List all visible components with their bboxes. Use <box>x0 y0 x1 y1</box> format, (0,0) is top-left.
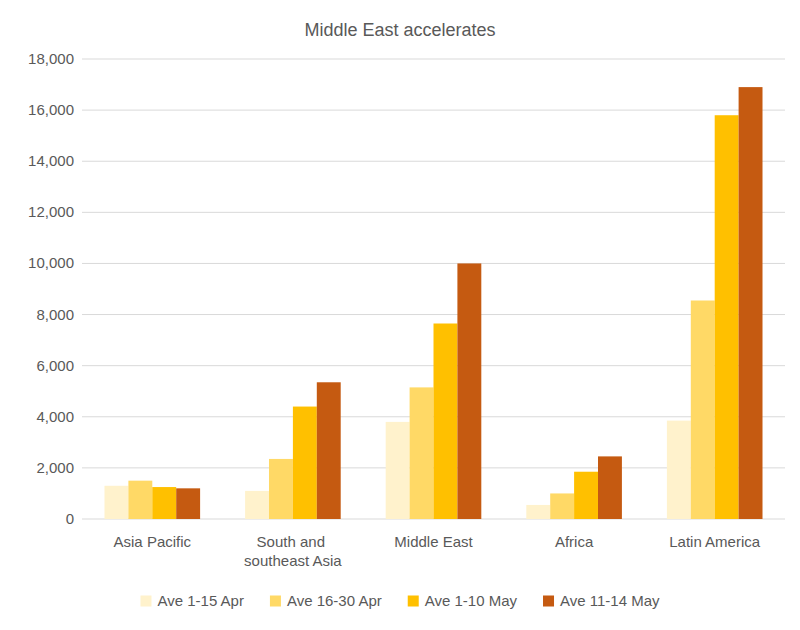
bar <box>317 382 341 519</box>
bar <box>293 407 317 519</box>
legend-item: Ave 11-14 May <box>543 592 660 609</box>
legend-label: Ave 1-15 Apr <box>157 592 243 609</box>
legend-label: Ave 1-10 May <box>425 592 518 609</box>
grid-line <box>82 314 785 315</box>
bar <box>386 422 410 519</box>
bar <box>526 505 550 519</box>
bar <box>739 87 763 519</box>
legend-label: Ave 16-30 Apr <box>287 592 382 609</box>
bar <box>128 481 152 519</box>
legend-item: Ave 1-10 May <box>408 592 518 609</box>
x-tick-label-line: southeast Asia <box>244 552 342 569</box>
grid-line <box>82 212 785 213</box>
chart: Middle East accelerates 0 2,000 4,000 6,000 8… <box>0 0 800 630</box>
bar <box>715 115 739 519</box>
grid <box>82 59 785 519</box>
bar <box>667 421 691 519</box>
bar <box>691 301 715 520</box>
y-tick-label: 18,000 <box>28 50 74 67</box>
x-tick-label: Asia Pacific <box>114 533 192 550</box>
bar <box>245 491 269 519</box>
bar <box>104 486 128 519</box>
bar <box>269 459 293 519</box>
bars <box>104 87 762 519</box>
legend-swatch <box>270 596 281 607</box>
grid-line <box>82 110 785 111</box>
title: Middle East accelerates <box>304 20 495 40</box>
y-tick-labels: 0 2,000 4,000 6,000 8,000 10,000 12,000 14,000 1… <box>28 50 74 527</box>
bar <box>152 487 176 519</box>
legend-swatch <box>140 596 151 607</box>
legend-item: Ave 16-30 Apr <box>270 592 382 609</box>
y-tick-label: 16,000 <box>28 101 74 118</box>
background <box>0 0 800 630</box>
bar <box>434 324 458 520</box>
y-tick-label: 0 <box>66 510 74 527</box>
bar <box>598 456 622 519</box>
bar <box>574 472 598 519</box>
bar <box>550 493 574 519</box>
legend-label: Ave 11-14 May <box>560 592 660 609</box>
legend: Ave 1-15 Apr Ave 16-30 Apr Ave 1-10 May Ave… <box>140 592 660 609</box>
bar <box>410 387 434 519</box>
y-tick-label: 10,000 <box>28 254 74 271</box>
bar <box>176 488 200 519</box>
grid-line <box>82 263 785 264</box>
y-tick-label: 6,000 <box>36 357 74 374</box>
x-tick-label: Africa <box>555 533 594 550</box>
x-tick-label: Middle East <box>394 533 473 550</box>
grid-line <box>82 59 785 60</box>
grid-line <box>82 161 785 162</box>
legend-swatch <box>408 596 419 607</box>
legend-item: Ave 1-15 Apr <box>140 592 243 609</box>
y-tick-label: 4,000 <box>36 408 74 425</box>
legend-swatch <box>543 596 554 607</box>
y-tick-label: 2,000 <box>36 459 74 476</box>
bar <box>457 263 481 519</box>
x-tick-label: Latin America <box>669 533 761 550</box>
y-tick-label: 12,000 <box>28 203 74 220</box>
y-tick-label: 8,000 <box>36 306 74 323</box>
y-tick-label: 14,000 <box>28 152 74 169</box>
x-tick-label-line: South and <box>257 533 330 550</box>
x-tick-labels: Asia Pacific South and southeast Asia Midd… <box>114 533 761 569</box>
x-tick-label: South and southeast Asia <box>244 533 342 569</box>
